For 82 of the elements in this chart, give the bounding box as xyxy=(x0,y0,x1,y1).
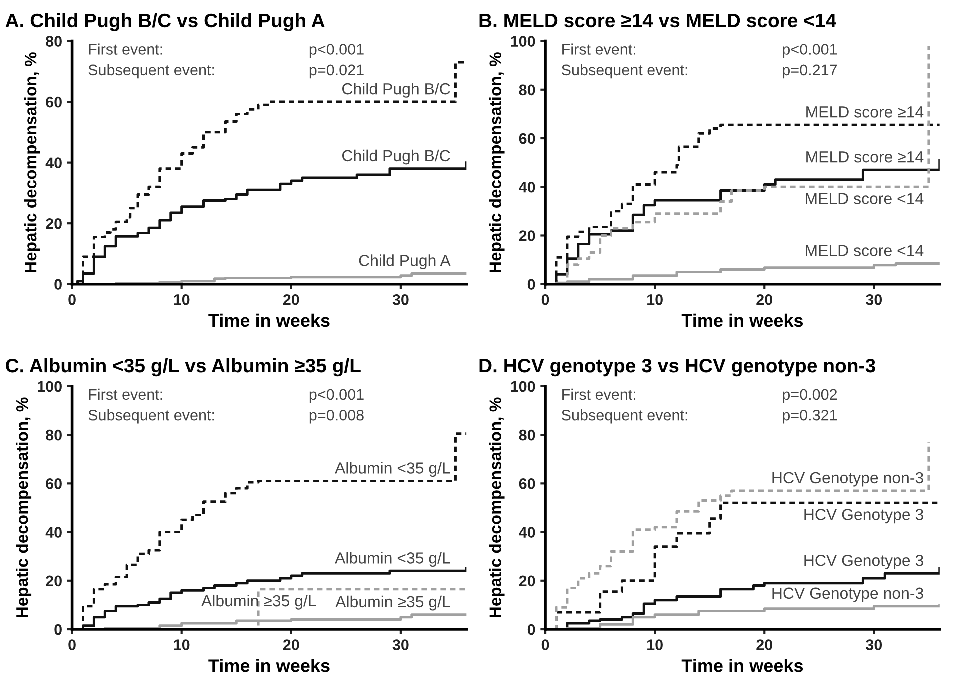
x-tick-label: 30 xyxy=(392,294,409,306)
series-label: HCV Genotype 3 xyxy=(804,554,924,570)
annotation: p<0.001 xyxy=(783,44,838,58)
y-tick-label: 60 xyxy=(519,133,536,144)
series-label: Child Pugh A xyxy=(359,254,451,270)
chart-title: A. Child Pugh B/C vs Child Pugh A xyxy=(6,13,325,32)
annotation: First event: xyxy=(89,44,162,55)
chart-title: C. Albumin <35 g/L vs Albumin ≥35 g/L xyxy=(6,358,361,377)
x-tick-label: 20 xyxy=(756,640,772,650)
annotation: p=0.008 xyxy=(310,410,364,424)
annotation: p<0.001 xyxy=(310,44,364,58)
x-tick-label: 0 xyxy=(542,640,550,650)
annotation: Subsequent event: xyxy=(562,64,688,79)
y-axis-title: Hepatic decompensation, % xyxy=(489,52,505,272)
x-tick-label: 30 xyxy=(392,640,409,650)
annotation: p=0.321 xyxy=(783,410,838,424)
series-label: Albumin ≥35 g/L xyxy=(336,596,450,611)
series-label: Albumin <35 g/L xyxy=(335,462,450,478)
series-label: HCV Genotype 3 xyxy=(804,509,924,524)
y-tick-label: 80 xyxy=(46,36,62,47)
y-axis-title: Hepatic decompensation, % xyxy=(16,398,32,618)
chart-title: D. HCV genotype 3 vs HCV genotype non-3 xyxy=(480,358,876,377)
x-tick-label: 0 xyxy=(542,294,550,306)
y-tick-label: 80 xyxy=(519,430,536,441)
x-axis-title: Time in weeks xyxy=(682,659,804,672)
annotation: First event: xyxy=(562,388,636,400)
y-tick-label: 0 xyxy=(528,279,536,290)
annotation: Subsequent event: xyxy=(88,64,214,79)
x-tick-label: 30 xyxy=(866,640,882,650)
y-tick-label: 40 xyxy=(519,527,536,538)
y-tick-label: 40 xyxy=(519,182,536,193)
series-label: Child Pugh B/C xyxy=(342,82,450,98)
series-label: HCV Genotype non-3 xyxy=(772,472,924,487)
y-axis-title: Hepatic decompensation, % xyxy=(24,52,40,272)
x-tick-label: 20 xyxy=(283,294,300,306)
x-tick-label: 0 xyxy=(68,640,76,650)
y-tick-label: 0 xyxy=(528,624,536,636)
annotation: p<0.001 xyxy=(310,389,364,404)
y-tick-label: 100 xyxy=(511,36,536,47)
x-axis-title: Time in weeks xyxy=(208,659,330,672)
y-tick-label: 40 xyxy=(46,158,62,169)
annotation: First event: xyxy=(89,388,162,400)
annotation: Subsequent event: xyxy=(88,410,214,424)
x-tick-label: 10 xyxy=(174,640,190,650)
x-axis-title: Time in weeks xyxy=(682,314,804,328)
y-tick-label: 60 xyxy=(46,478,62,490)
series-label: Child Pugh B/C xyxy=(342,150,450,165)
y-tick-label: 20 xyxy=(46,576,62,587)
y-tick-label: 80 xyxy=(519,84,536,96)
y-tick-label: 100 xyxy=(38,381,62,392)
x-tick-label: 10 xyxy=(648,640,663,650)
y-tick-label: 0 xyxy=(54,279,62,290)
y-tick-label: 60 xyxy=(46,96,62,108)
series-label: MELD score ≥14 xyxy=(806,152,924,163)
annotation: p=0.217 xyxy=(783,64,838,79)
chart-title: B. MELD score ≥14 vs MELD score <14 xyxy=(480,14,837,28)
y-tick-label: 0 xyxy=(54,624,62,636)
annotation: Subsequent event: xyxy=(562,410,688,424)
y-tick-label: 20 xyxy=(519,576,536,587)
x-axis-title: Time in weeks xyxy=(208,314,330,328)
series-label: Albumin <35 g/L xyxy=(335,552,450,568)
series-label: MELD score ≥14 xyxy=(806,106,924,118)
y-tick-label: 60 xyxy=(519,478,536,490)
x-tick-label: 10 xyxy=(648,294,663,306)
x-tick-label: 0 xyxy=(68,294,76,306)
series-label: HCV Genotype non-3 xyxy=(772,588,924,602)
annotation: p=0.021 xyxy=(310,64,364,79)
annotation: p=0.002 xyxy=(783,389,838,404)
series-label: MELD score <14 xyxy=(806,245,924,256)
x-tick-label: 20 xyxy=(756,294,772,306)
series-label: Albumin ≥35 g/L xyxy=(202,594,316,610)
y-axis-title: Hepatic decompensation, % xyxy=(489,398,505,618)
x-tick-label: 30 xyxy=(866,294,882,306)
y-tick-label: 20 xyxy=(46,218,62,230)
x-tick-label: 20 xyxy=(283,640,300,650)
y-tick-label: 40 xyxy=(46,527,62,538)
series-label: MELD score <14 xyxy=(806,193,924,204)
y-tick-label: 20 xyxy=(519,230,536,242)
y-tick-label: 100 xyxy=(511,381,536,392)
x-tick-label: 10 xyxy=(174,294,190,306)
y-tick-label: 80 xyxy=(46,430,62,441)
annotation: First event: xyxy=(562,44,636,55)
